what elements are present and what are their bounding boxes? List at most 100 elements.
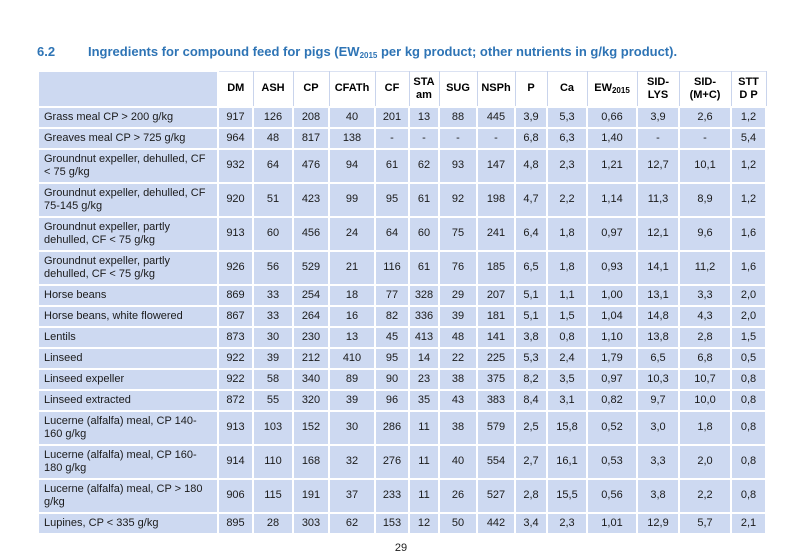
value-cell: 103 bbox=[252, 409, 294, 446]
value-cell: 32 bbox=[328, 443, 376, 480]
value-cell: 115 bbox=[252, 477, 294, 514]
value-cell: 445 bbox=[476, 105, 516, 129]
value-cell: 201 bbox=[374, 105, 410, 129]
value-cell: - bbox=[408, 126, 440, 150]
ingredient-name: Linseed bbox=[37, 346, 219, 370]
value-cell: 10,1 bbox=[678, 147, 732, 184]
value-cell: 8,2 bbox=[514, 367, 548, 391]
value-cell: 932 bbox=[217, 147, 254, 184]
value-cell: 6,3 bbox=[546, 126, 588, 150]
value-cell: 185 bbox=[476, 249, 516, 286]
value-cell: 10,7 bbox=[678, 367, 732, 391]
value-cell: 8,4 bbox=[514, 388, 548, 412]
table-corner-cell bbox=[37, 70, 219, 108]
value-cell: 198 bbox=[476, 181, 516, 218]
value-cell: 13,8 bbox=[636, 325, 680, 349]
value-cell: 5,4 bbox=[730, 126, 767, 150]
value-cell: 869 bbox=[217, 283, 254, 307]
value-cell: 76 bbox=[438, 249, 478, 286]
value-cell: 4,7 bbox=[514, 181, 548, 218]
column-header-ash: ASH bbox=[252, 70, 294, 108]
value-cell: 6,4 bbox=[514, 215, 548, 252]
header-row: DM ASH CP CFATh CF STA am SUG NSPh P Ca EW2015 SID- L… bbox=[37, 70, 767, 108]
value-cell: 93 bbox=[438, 147, 478, 184]
value-cell: - bbox=[636, 126, 680, 150]
value-cell: 99 bbox=[328, 181, 376, 218]
column-header-nsph: NSPh bbox=[476, 70, 516, 108]
value-cell: 28 bbox=[252, 511, 294, 535]
value-cell: 0,8 bbox=[730, 443, 767, 480]
ingredient-name: Lucerne (alfalfa) meal, CP > 180 g/kg bbox=[37, 477, 219, 514]
value-cell: 14 bbox=[408, 346, 440, 370]
value-cell: 0,8 bbox=[730, 409, 767, 446]
table-row: Linseed extracted 872 55 320 39 96 35 43 383 8,4 3… bbox=[37, 388, 767, 412]
table-row: Groundnut expeller, dehulled, CF 75-145 … bbox=[37, 181, 767, 218]
value-cell: 64 bbox=[374, 215, 410, 252]
column-header-cp: CP bbox=[292, 70, 330, 108]
value-cell: 914 bbox=[217, 443, 254, 480]
value-cell: 40 bbox=[438, 443, 478, 480]
value-cell: 5,1 bbox=[514, 304, 548, 328]
value-cell: 22 bbox=[438, 346, 478, 370]
value-cell: 3,8 bbox=[514, 325, 548, 349]
value-cell: 88 bbox=[438, 105, 478, 129]
value-cell: 2,2 bbox=[546, 181, 588, 218]
value-cell: 48 bbox=[252, 126, 294, 150]
value-cell: 3,4 bbox=[514, 511, 548, 535]
value-cell: 1,00 bbox=[586, 283, 638, 307]
value-cell: 24 bbox=[328, 215, 376, 252]
value-cell: 286 bbox=[374, 409, 410, 446]
value-cell: 1,01 bbox=[586, 511, 638, 535]
table-row: Lupines, CP < 335 g/kg 895 28 303 62 153 12 50 4… bbox=[37, 511, 767, 535]
value-cell: 58 bbox=[252, 367, 294, 391]
value-cell: 0,8 bbox=[730, 477, 767, 514]
value-cell: 13 bbox=[328, 325, 376, 349]
ingredient-name: Groundnut expeller, dehulled, CF 75-145 … bbox=[37, 181, 219, 218]
value-cell: 8,9 bbox=[678, 181, 732, 218]
value-cell: 10,3 bbox=[636, 367, 680, 391]
value-cell: 872 bbox=[217, 388, 254, 412]
value-cell: 0,93 bbox=[586, 249, 638, 286]
value-cell: 39 bbox=[328, 388, 376, 412]
ingredient-name: Lentils bbox=[37, 325, 219, 349]
value-cell: 913 bbox=[217, 215, 254, 252]
table-row: Grass meal CP > 200 g/kg 917 126 208 40 201 13… bbox=[37, 105, 767, 129]
value-cell: 3,1 bbox=[546, 388, 588, 412]
value-cell: 90 bbox=[374, 367, 410, 391]
value-cell: 40 bbox=[328, 105, 376, 129]
value-cell: 2,8 bbox=[678, 325, 732, 349]
value-cell: 2,7 bbox=[514, 443, 548, 480]
value-cell: 527 bbox=[476, 477, 516, 514]
value-cell: 554 bbox=[476, 443, 516, 480]
table-row: Lucerne (alfalfa) meal, CP > 180 g/kg 906… bbox=[37, 477, 767, 514]
value-cell: 50 bbox=[438, 511, 478, 535]
value-cell: 5,1 bbox=[514, 283, 548, 307]
value-cell: 920 bbox=[217, 181, 254, 218]
value-cell: 964 bbox=[217, 126, 254, 150]
column-header-ew: EW2015 bbox=[586, 70, 638, 108]
value-cell: 23 bbox=[408, 367, 440, 391]
ingredient-name: Lupines, CP < 335 g/kg bbox=[37, 511, 219, 535]
value-cell: 48 bbox=[438, 325, 478, 349]
value-cell: 208 bbox=[292, 105, 330, 129]
value-cell: 456 bbox=[292, 215, 330, 252]
value-cell: 191 bbox=[292, 477, 330, 514]
value-cell: 126 bbox=[252, 105, 294, 129]
table-row: Linseed expeller 922 58 340 89 90 23 38 375 8,2 3,… bbox=[37, 367, 767, 391]
value-cell: 225 bbox=[476, 346, 516, 370]
value-cell: 12,7 bbox=[636, 147, 680, 184]
value-cell: 0,82 bbox=[586, 388, 638, 412]
value-cell: 340 bbox=[292, 367, 330, 391]
value-cell: 320 bbox=[292, 388, 330, 412]
column-header-p: P bbox=[514, 70, 548, 108]
section-heading: 6.2 Ingredients for compound feed for pi… bbox=[37, 44, 763, 60]
value-cell: 1,5 bbox=[730, 325, 767, 349]
value-cell: 1,04 bbox=[586, 304, 638, 328]
table-row: Lucerne (alfalfa) meal, CP 160-180 g/kg 9… bbox=[37, 443, 767, 480]
value-cell: 529 bbox=[292, 249, 330, 286]
value-cell: 89 bbox=[328, 367, 376, 391]
value-cell: 9,7 bbox=[636, 388, 680, 412]
value-cell: 0,52 bbox=[586, 409, 638, 446]
value-cell: 92 bbox=[438, 181, 478, 218]
value-cell: 1,1 bbox=[546, 283, 588, 307]
